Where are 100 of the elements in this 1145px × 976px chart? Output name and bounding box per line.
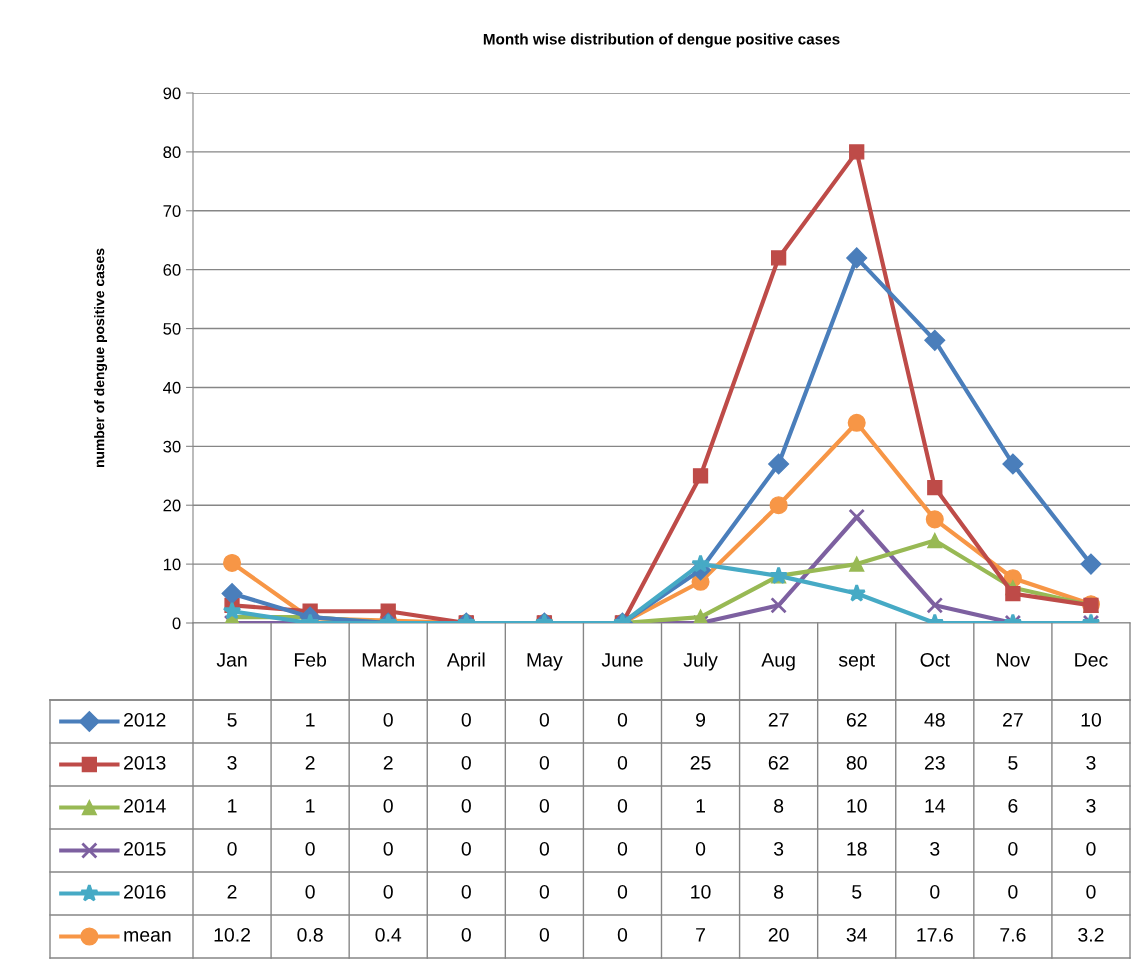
y-tick-label: 90 [163,87,181,100]
data-label: 0 [461,712,471,727]
data-label: 3 [1086,798,1096,813]
data-label: 8 [774,884,784,899]
data-label: 0 [617,712,628,727]
data-label: 0 [617,798,628,813]
data-label: 0 [383,798,393,813]
data-label: 1 [306,799,315,813]
data-label: 48 [924,712,945,727]
data-label: 0 [617,884,628,899]
data-label: 3.2 [1078,927,1104,942]
x-tick-label: Dec [1075,653,1108,667]
data-label: 2 [305,755,315,770]
y-tick-label: 30 [163,440,181,453]
data-label: 3 [227,755,237,770]
data-label: 27 [768,712,789,727]
data-label: 0.8 [297,927,323,942]
data-label: 5 [852,885,862,899]
legend-label: 2016 [124,884,166,899]
x-tick-label: Oct [920,652,950,667]
x-tick-label: Aug [761,653,795,671]
data-label: 0 [383,841,393,856]
data-label: 5 [227,713,237,727]
data-label: 7.6 [1000,927,1026,942]
data-label: 0 [305,884,315,899]
data-label: 0 [1008,884,1018,899]
data-label: 1 [696,799,705,813]
y-axis-title: number of dengue positive cases [94,248,108,468]
data-label: 0 [539,841,550,856]
data-label: 0 [539,798,550,813]
data-label: 0 [383,884,393,899]
data-label: 8 [774,798,784,813]
legend-label: mean [124,931,171,942]
data-label: 10 [847,798,867,813]
data-label: 34 [846,927,867,942]
x-tick-label: Nov [997,653,1031,667]
data-label: 3 [1086,755,1096,770]
data-label: 0 [1008,841,1018,856]
data-label: 0 [617,841,628,856]
legend-label: 2013 [124,755,166,770]
data-label: 0 [461,927,471,942]
data-label: 14 [925,799,946,813]
data-label: 6 [1008,798,1018,813]
legend-label: 2014 [124,798,166,813]
x-tick-label: sept [838,653,875,671]
data-label: 10 [1081,712,1102,727]
y-tick-label: 70 [163,205,181,217]
legend-label: 2012 [124,712,166,727]
data-label: 0 [695,841,706,856]
data-label: 0 [1086,884,1096,899]
x-tick-label: Jan [216,653,247,667]
data-label: 17.6 [917,927,953,942]
data-label: 27 [1003,712,1023,727]
data-label: 0.4 [375,927,402,942]
data-label: 10 [691,884,711,899]
x-tick-label: July [683,652,718,671]
data-label: 10.2 [214,927,250,942]
data-label: 0 [1086,841,1096,856]
data-label: 3 [930,841,940,856]
data-label: 0 [461,798,471,813]
data-label: 0 [617,927,628,942]
data-label: 7 [696,928,705,942]
data-label: 5 [1008,756,1018,770]
x-tick-label: April [446,652,485,671]
data-label: 0 [617,755,628,770]
x-tick-label: March [362,652,414,667]
y-tick-label: 20 [163,499,181,512]
y-tick-label: 10 [163,558,181,571]
data-label: 62 [768,755,789,770]
data-label: 3 [773,841,784,856]
data-label: 0 [461,841,471,856]
data-label: 1 [228,799,237,813]
data-label: 0 [305,841,315,856]
data-label: 0 [539,712,550,727]
data-label: 20 [768,927,789,942]
data-label: 2 [227,884,237,899]
data-label: 9 [696,712,706,727]
data-label: 23 [924,755,945,770]
chart-title: Month wise distribution of dengue positive cases [483,33,840,48]
data-label: 62 [846,712,867,727]
data-label: 0 [539,884,550,899]
data-label: 1 [306,713,315,727]
data-label: 80 [846,755,867,770]
x-tick-label: June [601,653,643,667]
y-tick-label: 40 [163,381,181,394]
x-tick-label: Feb [294,652,327,667]
data-label: 0 [383,712,393,727]
y-tick-label: 80 [163,146,181,159]
data-label: 0 [539,927,550,942]
y-tick-label: 60 [163,264,181,276]
legend-label: 2015 [124,841,166,856]
data-label: 0 [539,755,550,770]
data-label: 0 [461,884,471,899]
data-label: 18 [847,841,867,856]
y-tick-label: 50 [163,322,181,335]
data-label: 0 [930,884,940,899]
data-label: 0 [227,841,237,856]
data-label: 25 [690,755,711,770]
data-label: 0 [461,755,471,770]
data-label: 2 [383,755,393,770]
